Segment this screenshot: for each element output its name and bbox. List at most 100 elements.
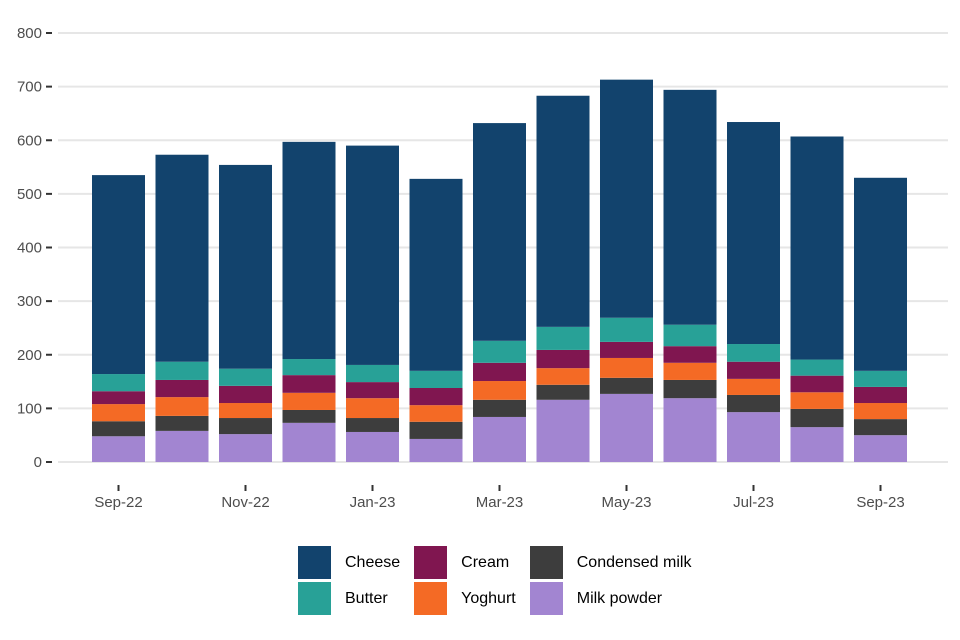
bar-segment-cheese	[727, 122, 780, 345]
bar-segment-cheese	[536, 95, 590, 327]
bar-segment-cream	[854, 386, 907, 404]
legend: Cheese Cream Condensed milk Butter Yoghu…	[298, 546, 691, 615]
bar-segment-butter	[155, 361, 209, 380]
legend-label: Yoghurt	[461, 589, 516, 607]
x-axis: Sep-22 Nov-22 Jan-23 Mar-23 May-23 Jul-23 Sep-…	[94, 485, 905, 511]
bar-segment-yoghurt	[155, 397, 209, 416]
x-tick-label: Mar-23	[476, 494, 524, 511]
bar-segment-milk-powder	[473, 416, 526, 462]
bar-segment-cream	[346, 382, 399, 399]
bar-segment-butter	[92, 374, 145, 392]
bar-segment-milk-powder	[92, 436, 145, 462]
bar-stack	[600, 79, 653, 462]
bar-segment-yoghurt	[854, 403, 907, 420]
bar-segment-yoghurt	[536, 368, 590, 385]
bar-segment-milk-powder	[854, 435, 907, 462]
bar-segment-cream	[409, 387, 463, 406]
legend-swatch	[529, 582, 563, 615]
bar-segment-cream	[282, 375, 336, 393]
bar-segment-cream	[155, 379, 209, 398]
bar-segment-condensed-milk	[600, 377, 653, 394]
legend-item-cheese: Cheese	[298, 546, 400, 579]
legend-swatch	[529, 546, 563, 579]
legend-label: Condensed milk	[576, 553, 692, 571]
bar-segment-butter	[346, 364, 399, 383]
bar-segment-yoghurt	[663, 362, 717, 380]
bar-segment-cheese	[600, 79, 653, 318]
y-tick-label: 400	[17, 240, 42, 257]
bar-stack	[536, 95, 590, 462]
bar-segment-condensed-milk	[854, 419, 907, 436]
bar-segment-butter	[219, 368, 272, 386]
bar-stack	[155, 154, 209, 462]
bar-segment-butter	[473, 340, 526, 363]
y-tick-label: 800	[17, 25, 42, 42]
bar-segment-cheese	[854, 177, 907, 371]
legend-item-cream: Cream	[414, 546, 516, 579]
bar-segment-cheese	[473, 123, 526, 341]
bar-segment-butter	[727, 344, 780, 362]
y-tick-label: 700	[17, 79, 42, 96]
bar-segment-milk-powder	[219, 434, 272, 462]
bar-segment-yoghurt	[473, 381, 526, 400]
y-tick-label: 0	[34, 454, 42, 471]
bar-stack	[663, 89, 717, 462]
bars	[92, 79, 907, 462]
bar-segment-milk-powder	[727, 412, 780, 462]
legend-swatch	[298, 546, 331, 579]
bar-segment-condensed-milk	[219, 418, 272, 435]
bar-segment-yoghurt	[346, 398, 399, 419]
legend-item-yoghurt: Yoghurt	[414, 582, 516, 615]
legend-label: Cheese	[345, 553, 401, 571]
bar-stack	[473, 123, 526, 462]
legend-label: Butter	[345, 589, 388, 607]
bar-stack	[790, 136, 844, 462]
bar-segment-milk-powder	[536, 399, 590, 462]
bar-segment-yoghurt	[219, 403, 272, 419]
legend-label: Cream	[461, 553, 510, 571]
bar-segment-yoghurt	[790, 392, 844, 409]
bar-segment-cream	[536, 349, 590, 369]
bar-segment-cheese	[663, 89, 717, 325]
bar-stack	[727, 122, 780, 462]
bar-segment-cheese	[282, 141, 336, 360]
x-tick-label: Nov-22	[221, 494, 269, 511]
bar-segment-condensed-milk	[155, 415, 209, 431]
bar-segment-milk-powder	[600, 393, 653, 462]
bar-segment-condensed-milk	[409, 421, 463, 439]
bar-stack	[219, 164, 272, 462]
bar-segment-milk-powder	[346, 431, 399, 462]
bar-stack	[854, 177, 907, 462]
bar-segment-condensed-milk	[92, 421, 145, 437]
bar-segment-butter	[600, 317, 653, 342]
bar-segment-cream	[727, 361, 780, 379]
x-tick-label: Sep-23	[856, 494, 904, 511]
x-tick-label: Sep-22	[94, 494, 142, 511]
bar-segment-cheese	[346, 145, 399, 365]
bar-stack	[282, 141, 336, 462]
bar-segment-milk-powder	[282, 422, 336, 462]
bar-segment-butter	[663, 324, 717, 347]
bar-segment-milk-powder	[663, 398, 717, 462]
bar-segment-condensed-milk	[790, 408, 844, 428]
y-tick-label: 200	[17, 347, 42, 364]
legend-item-butter: Butter	[298, 582, 400, 615]
bar-stack	[409, 178, 463, 462]
bar-segment-cheese	[155, 154, 209, 362]
y-axis: 0 100 200 300 400 500 600 700 800	[17, 25, 52, 471]
bar-segment-condensed-milk	[536, 384, 590, 400]
x-tick-label: Jul-23	[733, 494, 774, 511]
bar-segment-cream	[790, 375, 844, 393]
y-tick-label: 300	[17, 293, 42, 310]
bar-segment-yoghurt	[282, 392, 336, 410]
bar-segment-cream	[219, 385, 272, 404]
bar-segment-butter	[536, 326, 590, 350]
bar-segment-butter	[790, 359, 844, 376]
bar-segment-cheese	[790, 136, 844, 360]
legend-item-milk-powder: Milk powder	[529, 582, 692, 615]
bar-segment-yoghurt	[727, 378, 780, 395]
legend-swatch	[414, 546, 448, 579]
bar-segment-yoghurt	[409, 405, 463, 422]
bar-segment-cheese	[409, 178, 463, 371]
